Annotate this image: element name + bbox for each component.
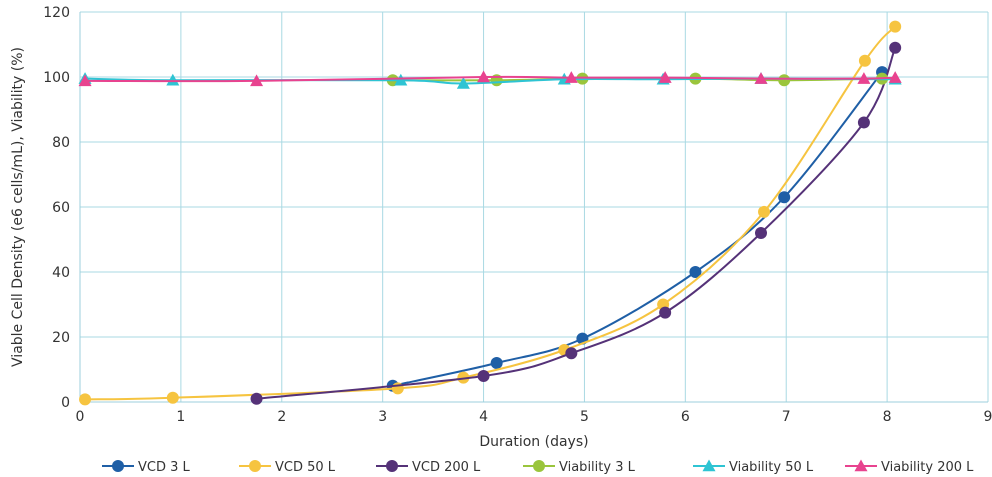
series-line-vcd-3-l: [392, 71, 883, 387]
data-point-viability-200-l: [857, 72, 871, 84]
data-point-vcd-50-l: [889, 20, 902, 33]
legend-item-vcd-50-l: VCD 50 L: [239, 460, 336, 475]
x-tick-label: 1: [176, 409, 185, 425]
legend: VCD 3 L VCD 50 L VCD 200 L Viability 3 L Via…: [102, 459, 974, 475]
data-point-vcd-50-l: [79, 393, 92, 406]
axes: [79, 12, 988, 403]
data-point-viability-3-l: [778, 74, 791, 87]
data-point-vcd-200-l: [659, 306, 672, 319]
data-point-vcd-50-l: [858, 54, 871, 67]
x-tick-label: 7: [782, 409, 791, 425]
x-tick-label: 5: [580, 409, 589, 425]
x-tick-label: 6: [681, 409, 690, 425]
series-viability-200-l: [78, 70, 902, 87]
grid: [79, 11, 989, 403]
y-tick-label: 40: [52, 265, 70, 281]
legend-item-viability-50-l: Viability 50 L: [693, 459, 814, 475]
data-point-vcd-200-l: [565, 347, 578, 360]
legend-item-vcd-200-l: VCD 200 L: [376, 460, 481, 475]
data-point-viability-200-l: [78, 74, 92, 87]
data-point-viability-200-l: [754, 72, 768, 84]
legend-marker: [533, 460, 545, 472]
data-point-vcd-200-l: [857, 116, 870, 129]
y-tick-label: 0: [61, 395, 70, 411]
y-axis-label: Viable Cell Density (e6 cells/mL), Viabi…: [10, 47, 26, 367]
legend-label: Viability 50 L: [729, 460, 814, 475]
legend-label: Viability 200 L: [881, 460, 974, 475]
legend-label: VCD 200 L: [412, 460, 481, 475]
legend-marker: [249, 460, 261, 472]
x-tick-label: 2: [277, 409, 286, 425]
x-tick-label: 0: [76, 409, 85, 425]
x-tick-label: 9: [984, 409, 992, 425]
x-tick-label: 4: [479, 409, 488, 425]
legend-marker: [112, 460, 124, 472]
data-point-viability-200-l: [564, 71, 578, 83]
legend-label: VCD 50 L: [275, 460, 336, 475]
data-point-vcd-200-l: [755, 227, 767, 239]
x-tick-label: 3: [378, 409, 387, 425]
series-vcd-3-l: [386, 66, 889, 392]
data-point-vcd-200-l: [250, 392, 263, 405]
data-point-vcd-50-l: [166, 391, 179, 404]
y-tick-label: 20: [52, 330, 70, 346]
series-layer: [78, 20, 902, 406]
legend-item-viability-3-l: Viability 3 L: [523, 460, 636, 475]
data-point-viability-200-l: [658, 71, 672, 83]
legend-marker: [854, 459, 868, 472]
tick-labels: 0 1 2 3 4 5 6 7 8 9 0 20 40 60 80 100 120: [43, 5, 992, 425]
data-point-viability-50-l: [166, 73, 180, 86]
y-tick-label: 80: [52, 135, 70, 151]
x-tick-label: 8: [883, 409, 892, 425]
y-tick-label: 120: [43, 5, 70, 21]
x-axis-label: Duration (days): [479, 434, 588, 450]
data-point-viability-200-l: [888, 71, 902, 83]
data-point-vcd-3-l: [689, 266, 702, 278]
data-point-vcd-3-l: [490, 357, 503, 369]
data-point-vcd-3-l: [778, 191, 791, 204]
data-point-viability-50-l: [456, 77, 470, 89]
y-tick-label: 60: [52, 200, 70, 216]
legend-marker: [702, 459, 716, 472]
legend-label: Viability 3 L: [559, 460, 636, 475]
series-vcd-200-l: [250, 41, 902, 405]
data-point-viability-50-l: [394, 73, 408, 86]
data-point-vcd-50-l: [758, 205, 771, 218]
data-point-viability-200-l: [477, 70, 491, 83]
y-tick-label: 100: [43, 70, 70, 86]
legend-label: VCD 3 L: [138, 460, 191, 475]
legend-item-viability-200-l: Viability 200 L: [845, 459, 974, 475]
data-point-viability-200-l: [250, 74, 264, 87]
data-point-vcd-200-l: [477, 370, 490, 382]
data-point-vcd-200-l: [889, 41, 902, 54]
legend-marker: [386, 460, 398, 472]
legend-item-vcd-3-l: VCD 3 L: [102, 460, 191, 475]
